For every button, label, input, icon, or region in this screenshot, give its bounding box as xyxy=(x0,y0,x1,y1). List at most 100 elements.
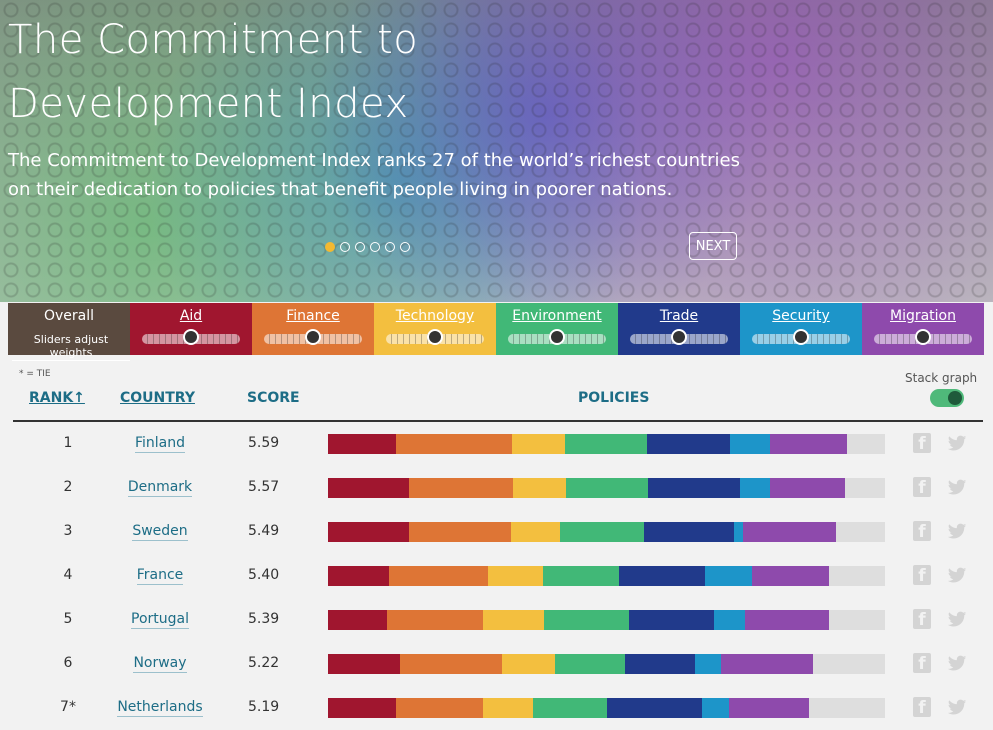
tab-security[interactable]: Security xyxy=(740,303,862,355)
country-link[interactable]: Sweden xyxy=(100,523,220,541)
policy-segment-trade[interactable] xyxy=(643,522,735,542)
carousel-dot-2[interactable] xyxy=(340,242,350,252)
policy-segment-security[interactable] xyxy=(714,610,746,630)
stack-graph-toggle[interactable] xyxy=(930,389,964,407)
policy-segment-migration[interactable] xyxy=(729,698,810,718)
policy-segment-environment[interactable] xyxy=(532,698,608,718)
policy-segment-finance[interactable] xyxy=(399,654,502,674)
policy-segment-aid[interactable] xyxy=(328,478,409,498)
policy-segment-finance[interactable] xyxy=(395,698,483,718)
policy-segment-technology[interactable] xyxy=(510,522,560,542)
policy-segment-environment[interactable] xyxy=(544,610,629,630)
policy-segment-trade[interactable] xyxy=(625,654,695,674)
policy-segment-security[interactable] xyxy=(730,434,771,454)
weight-slider[interactable] xyxy=(264,329,362,345)
weight-slider[interactable] xyxy=(874,329,972,345)
policy-segment-trade[interactable] xyxy=(648,478,741,498)
facebook-share-icon[interactable]: f xyxy=(913,433,931,453)
policy-segment-migration[interactable] xyxy=(721,654,813,674)
twitter-share-icon[interactable] xyxy=(946,652,968,674)
slider-handle[interactable] xyxy=(305,329,321,345)
carousel-dot-1[interactable] xyxy=(325,242,335,252)
policy-segment-aid[interactable] xyxy=(328,654,400,674)
policy-segment-migration[interactable] xyxy=(742,522,836,542)
tab-environment[interactable]: Environment xyxy=(496,303,618,355)
policy-segment-aid[interactable] xyxy=(328,698,396,718)
policy-segment-aid[interactable] xyxy=(328,522,409,542)
slider-handle[interactable] xyxy=(183,329,199,345)
carousel-dot-6[interactable] xyxy=(400,242,410,252)
facebook-share-icon[interactable]: f xyxy=(913,697,931,717)
policy-segment-trade[interactable] xyxy=(628,610,714,630)
policy-segment-finance[interactable] xyxy=(387,610,483,630)
tab-finance[interactable]: Finance xyxy=(252,303,374,355)
weight-slider[interactable] xyxy=(630,329,728,345)
policy-segment-security[interactable] xyxy=(740,478,771,498)
policy-segment-aid[interactable] xyxy=(328,434,396,454)
country-link[interactable]: Norway xyxy=(100,655,220,673)
policy-segment-environment[interactable] xyxy=(565,434,647,454)
policy-segment-environment[interactable] xyxy=(566,478,649,498)
policy-segment-finance[interactable] xyxy=(395,434,512,454)
policy-segment-migration[interactable] xyxy=(770,434,848,454)
twitter-share-icon[interactable] xyxy=(946,476,968,498)
weight-slider[interactable] xyxy=(142,329,240,345)
weight-slider[interactable] xyxy=(508,329,606,345)
tab-trade[interactable]: Trade xyxy=(618,303,740,355)
policy-segment-technology[interactable] xyxy=(511,434,566,454)
policy-segment-security[interactable] xyxy=(694,654,722,674)
policy-segment-technology[interactable] xyxy=(482,698,533,718)
facebook-share-icon[interactable]: f xyxy=(913,609,931,629)
carousel-dot-3[interactable] xyxy=(355,242,365,252)
facebook-share-icon[interactable]: f xyxy=(913,653,931,673)
policy-segment-trade[interactable] xyxy=(646,434,731,454)
policy-segment-finance[interactable] xyxy=(389,566,489,586)
country-link[interactable]: Denmark xyxy=(100,479,220,497)
carousel-dot-5[interactable] xyxy=(385,242,395,252)
policy-segment-trade[interactable] xyxy=(607,698,703,718)
country-link[interactable]: Portugal xyxy=(100,611,220,629)
policy-segment-security[interactable] xyxy=(705,566,752,586)
policy-segment-environment[interactable] xyxy=(543,566,620,586)
slider-handle[interactable] xyxy=(915,329,931,345)
slider-handle[interactable] xyxy=(427,329,443,345)
slider-handle[interactable] xyxy=(549,329,565,345)
twitter-share-icon[interactable] xyxy=(946,520,968,542)
policy-segment-technology[interactable] xyxy=(482,610,545,630)
twitter-share-icon[interactable] xyxy=(946,564,968,586)
weight-slider[interactable] xyxy=(752,329,850,345)
tab-migration[interactable]: Migration xyxy=(862,303,984,355)
policy-segment-technology[interactable] xyxy=(513,478,567,498)
policy-segment-environment[interactable] xyxy=(559,522,644,542)
policy-segment-security[interactable] xyxy=(702,698,730,718)
policy-segment-finance[interactable] xyxy=(408,522,511,542)
country-link[interactable]: Finland xyxy=(100,435,220,453)
country-header[interactable]: COUNTRY xyxy=(120,390,195,406)
policy-segment-finance[interactable] xyxy=(408,478,514,498)
tab-technology[interactable]: Technology xyxy=(374,303,496,355)
facebook-share-icon[interactable]: f xyxy=(913,521,931,541)
facebook-share-icon[interactable]: f xyxy=(913,565,931,585)
rank-header[interactable]: RANK↑ xyxy=(29,390,85,406)
twitter-share-icon[interactable] xyxy=(946,432,968,454)
policy-segment-migration[interactable] xyxy=(770,478,845,498)
twitter-share-icon[interactable] xyxy=(946,696,968,718)
policy-segment-technology[interactable] xyxy=(488,566,543,586)
slider-handle[interactable] xyxy=(671,329,687,345)
policy-segment-environment[interactable] xyxy=(554,654,626,674)
facebook-share-icon[interactable]: f xyxy=(913,477,931,497)
policy-segment-security[interactable] xyxy=(734,522,743,542)
next-button[interactable]: NEXT xyxy=(689,232,737,260)
twitter-share-icon[interactable] xyxy=(946,608,968,630)
tab-aid[interactable]: Aid xyxy=(130,303,252,355)
policy-segment-migration[interactable] xyxy=(751,566,829,586)
slider-handle[interactable] xyxy=(793,329,809,345)
policy-segment-trade[interactable] xyxy=(619,566,706,586)
country-link[interactable]: Netherlands xyxy=(100,699,220,717)
tab-overall[interactable]: Overall Sliders adjust weights xyxy=(8,303,130,361)
country-link[interactable]: France xyxy=(100,567,220,585)
policy-segment-migration[interactable] xyxy=(745,610,830,630)
carousel-dot-4[interactable] xyxy=(370,242,380,252)
policy-segment-aid[interactable] xyxy=(328,566,390,586)
weight-slider[interactable] xyxy=(386,329,484,345)
